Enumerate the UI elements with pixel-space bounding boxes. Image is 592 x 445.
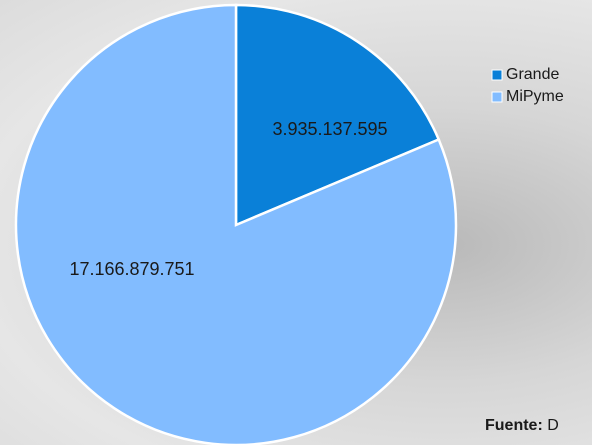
data-label: 3.935.137.595 [272,119,387,139]
source-label: Fuente: [485,417,543,434]
legend-swatch [492,70,502,80]
source-note: Fuente: D [485,417,559,435]
chart: 3.935.137.595 17.166.879.751 Grande MiPyme [0,0,592,445]
source-text: D [547,417,559,434]
screen: 3.935.137.59517.166.879.751GrandeMiPyme … [0,0,592,445]
legend-label: MiPyme [506,88,564,105]
data-label: 17.166.879.751 [69,259,194,279]
legend-swatch [492,92,502,102]
legend-label: Grande [506,66,559,83]
